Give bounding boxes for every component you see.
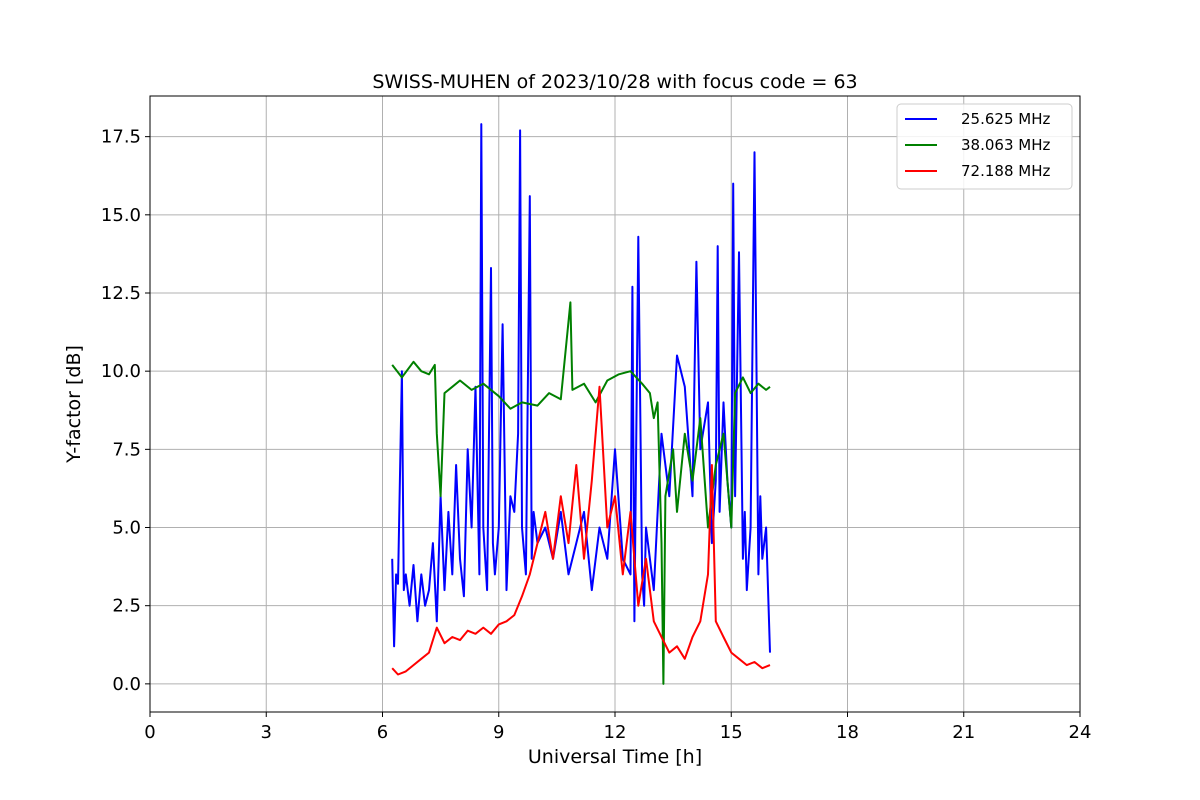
- series-line-2: [391, 301, 771, 685]
- legend-label: 25.625 MHz: [961, 110, 1050, 128]
- y-tick-label: 12.5: [101, 283, 141, 304]
- series-group: [391, 123, 771, 685]
- legend-label: 72.188 MHz: [961, 162, 1050, 180]
- y-tick-label: 17.5: [101, 127, 141, 148]
- x-tick-label: 12: [604, 722, 627, 743]
- x-tick-label: 3: [261, 722, 272, 743]
- y-tick-label: 2.5: [112, 596, 141, 617]
- y-tick-label: 7.5: [112, 439, 141, 460]
- x-axis-title: Universal Time [h]: [528, 746, 702, 768]
- chart-title: SWISS-MUHEN of 2023/10/28 with focus cod…: [372, 71, 857, 93]
- series-line-1: [391, 123, 771, 653]
- axis-ticks: 0 3 6 9 12 15 18 21 24 0.0 2.5 5.0 7.5 10.0 12.5 15.0 17…: [101, 127, 1092, 743]
- x-tick-label: 18: [836, 722, 859, 743]
- legend-box: [896, 103, 1073, 190]
- y-tick-label: 15.0: [101, 205, 141, 226]
- y-tick-label: 5.0: [112, 518, 141, 539]
- x-tick-label: 21: [952, 722, 975, 743]
- x-tick-label: 15: [720, 722, 743, 743]
- x-tick-label: 24: [1069, 722, 1092, 743]
- y-tick-label: 0.0: [112, 674, 141, 695]
- y-tick-label: 10.0: [101, 361, 141, 382]
- x-tick-label: 0: [144, 722, 155, 743]
- legend-label: 38.063 MHz: [961, 136, 1050, 154]
- series-line-3: [391, 385, 771, 676]
- y-axis-title: Y-factor [dB]: [63, 345, 85, 464]
- x-tick-label: 9: [493, 722, 504, 743]
- x-tick-label: 6: [377, 722, 388, 743]
- legend: 25.625 MHz 38.063 MHz 72.188 MHz: [896, 103, 1073, 190]
